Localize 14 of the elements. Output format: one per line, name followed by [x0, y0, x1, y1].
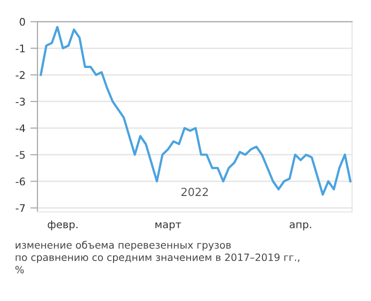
y-tick-label: -2 — [16, 71, 25, 79]
y-tick-label: -1 — [16, 44, 25, 52]
line-series — [40, 26, 352, 196]
x-tick-label: апр. — [290, 222, 312, 230]
y-tick-label: -6 — [16, 178, 26, 186]
y-tick-label: -3 — [16, 98, 25, 106]
text: изменение объема перевезенных грузов по сравнению со средним значением в 2017–2019 гг., % — [15, 240, 300, 274]
y-tick-label: -5 — [16, 151, 25, 159]
x-tick-label: март — [155, 222, 182, 230]
y-tick-label: 0 — [20, 18, 25, 26]
y-tick-label: -7 — [16, 204, 25, 212]
x-tick-label: февр. — [48, 220, 78, 230]
y-tick-label: -4 — [16, 124, 26, 132]
annotation: 2022 — [181, 188, 208, 196]
